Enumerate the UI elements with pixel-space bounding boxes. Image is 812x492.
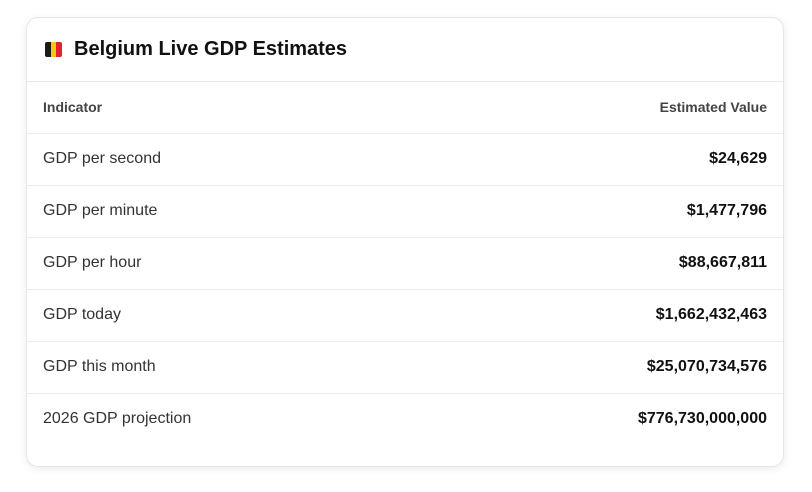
table-row: GDP per minute $1,477,796 [27,185,783,238]
table-row: GDP per second $24,629 [27,133,783,186]
table-row: GDP today $1,662,432,463 [27,289,783,342]
column-header: Indicator [27,82,427,134]
indicator-cell: GDP per minute [27,185,427,238]
card: Belgium Live GDP Estimates Indicator Esti… [26,17,784,467]
header-row: Indicator Estimated Value [27,82,783,134]
indicator-cell: 2026 GDP projection [43,410,192,428]
title: Belgium Live GDP Estimates [74,38,348,60]
column-header: Estimated Value [426,82,783,134]
table-row: GDP this month $25,070,734,576 [27,341,783,394]
indicator-cell: GDP per second [27,133,427,186]
value-cell: $776,730,000,000 [637,410,767,428]
flag-icon [45,42,62,57]
table-row: GDP per hour $88,667,811 [27,237,783,290]
gdp-table: Indicator Estimated Value GDP per second $… [27,82,783,445]
table-body: GDP per second $24,629 GDP per minute $1,47… [27,133,783,445]
table-row: 2026 GDP projection $776,730,000,000 [27,393,783,445]
value-cell: $1,662,432,463 [426,289,783,342]
card-header: Belgium Live GDP Estimates [27,18,783,82]
indicator-cell: GDP per hour [27,237,427,290]
value-cell: $1,477,796 [426,185,783,238]
value-cell: $24,629 [426,133,783,186]
indicator-cell: GDP today [27,289,427,342]
value-cell: $25,070,734,576 [426,341,783,394]
indicator-cell: GDP this month [27,341,427,394]
value-cell: $88,667,811 [426,237,783,290]
